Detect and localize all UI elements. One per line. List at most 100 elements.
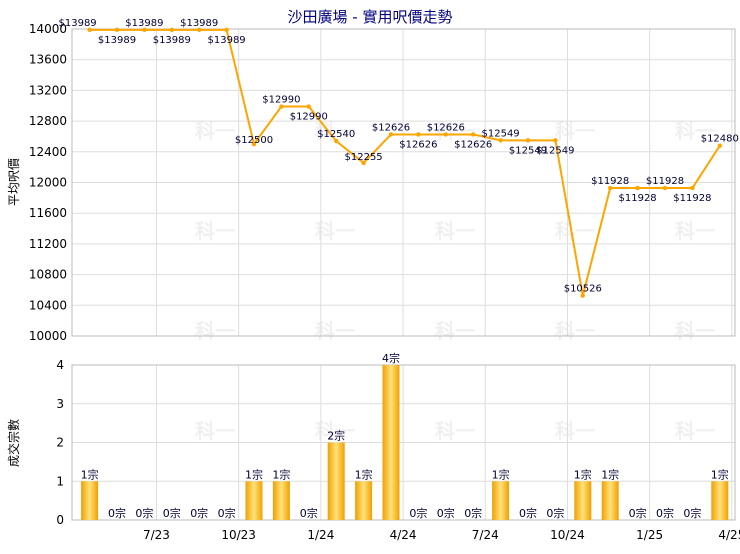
x-tick-label: 7/23	[143, 528, 170, 542]
price-data-label: $12549	[509, 145, 547, 156]
count-data-label: 4宗	[382, 351, 400, 365]
price-point	[334, 138, 339, 144]
price-point	[525, 138, 531, 143]
x-tick-label: 7/24	[472, 528, 499, 542]
count-data-label: 0宗	[190, 506, 208, 520]
count-data-label: 1宗	[711, 467, 729, 481]
price-point	[471, 132, 476, 137]
price-y-axis-label: 平均呎價	[7, 158, 21, 206]
count-data-label: 0宗	[300, 506, 318, 520]
price-point	[361, 160, 366, 166]
price-data-label: $11928	[646, 176, 684, 187]
price-data-label: $12549	[536, 145, 574, 156]
price-point	[114, 27, 120, 33]
price-data-label: $13989	[125, 18, 163, 29]
price-point	[498, 138, 503, 143]
watermark-text: 科一	[675, 319, 715, 343]
price-plot-frame	[71, 28, 736, 337]
watermark-text: 科一	[555, 319, 595, 343]
price-y-tick-label: 10400	[29, 298, 67, 312]
count-data-label: 2宗	[327, 429, 345, 443]
count-plot-frame	[71, 364, 736, 521]
price-point	[580, 293, 585, 298]
count-y-axis-label: 成交宗數	[6, 419, 21, 467]
watermark-text: 科一	[195, 219, 235, 243]
price-point	[635, 185, 640, 191]
count-data-label: 0宗	[546, 506, 564, 520]
count-data-label: 1宗	[81, 467, 99, 481]
count-data-label: 0宗	[108, 506, 126, 520]
count-y-tick-label: 1	[56, 474, 64, 488]
price-data-label: $10526	[564, 284, 602, 295]
watermark-text: 科一	[435, 119, 475, 143]
count-bar	[574, 481, 592, 520]
watermark-text: 科一	[675, 419, 715, 443]
price-point	[306, 104, 311, 109]
price-point	[443, 132, 448, 137]
watermark-text: 科一	[435, 419, 475, 443]
count-data-label: 0宗	[629, 506, 647, 520]
count-bar	[327, 442, 345, 520]
count-data-label: 1宗	[601, 467, 619, 481]
watermark-text: 科一	[675, 219, 715, 243]
price-data-label: $12549	[482, 128, 520, 139]
price-point	[388, 132, 394, 137]
price-data-label: $12626	[399, 139, 437, 150]
price-data-label: $12540	[317, 129, 355, 140]
price-data-label: $11928	[673, 193, 711, 204]
chart-title: 沙田廣場 - 實用呎價走勢	[288, 8, 453, 26]
price-point	[553, 138, 558, 143]
price-data-label: $12990	[290, 112, 328, 123]
price-point	[87, 27, 92, 33]
price-data-label: $13989	[59, 18, 97, 29]
count-bar	[81, 481, 99, 520]
x-tick-label: 4/24	[390, 528, 417, 542]
watermark-text: 科一	[555, 219, 595, 243]
price-data-label: $12626	[372, 122, 410, 133]
price-data-label: $11928	[591, 176, 629, 187]
watermark-text: 科一	[315, 319, 355, 343]
price-y-tick-label: 12800	[29, 114, 67, 128]
price-point	[224, 27, 229, 33]
price-point	[608, 185, 613, 191]
price-point	[169, 27, 174, 33]
price-data-label: $12990	[262, 95, 300, 106]
watermark-text: 科一	[195, 419, 235, 443]
count-bar	[272, 481, 290, 520]
count-bar	[492, 481, 510, 520]
count-y-tick-label: 3	[56, 397, 64, 411]
price-point	[416, 132, 421, 137]
watermark-text: 科一	[195, 119, 235, 143]
price-data-label: $12500	[235, 135, 273, 146]
price-data-label: $12255	[345, 152, 383, 163]
price-data-label: $13989	[208, 35, 246, 46]
count-y-tick-label: 2	[56, 436, 64, 450]
price-data-label: $12626	[454, 139, 492, 150]
price-y-tick-label: 14000	[29, 22, 67, 36]
price-point	[279, 104, 284, 109]
watermark-text: 科一	[435, 319, 475, 343]
count-data-label: 0宗	[519, 506, 537, 520]
count-data-label: 1宗	[245, 467, 263, 481]
x-tick-label: 1/24	[307, 528, 334, 542]
price-data-label: $13989	[180, 18, 218, 29]
count-data-label: 0宗	[464, 506, 482, 520]
count-data-label: 0宗	[683, 506, 701, 520]
count-data-label: 0宗	[656, 506, 674, 520]
watermark-text: 科一	[555, 419, 595, 443]
price-point	[717, 143, 722, 148]
count-data-label: 0宗	[163, 506, 181, 520]
count-bar	[245, 481, 263, 520]
price-y-tick-label: 10800	[29, 268, 67, 282]
count-data-label: 0宗	[409, 506, 427, 520]
x-tick-label: 4/25	[718, 528, 740, 542]
count-data-label: 1宗	[272, 467, 290, 481]
price-data-label: $13989	[153, 35, 191, 46]
count-bar	[355, 481, 373, 520]
price-data-label: $12480	[701, 134, 739, 145]
price-y-tick-label: 10000	[29, 329, 67, 343]
price-point	[662, 185, 668, 191]
x-tick-label: 1/25	[636, 528, 663, 542]
price-data-label: $13989	[98, 35, 136, 46]
